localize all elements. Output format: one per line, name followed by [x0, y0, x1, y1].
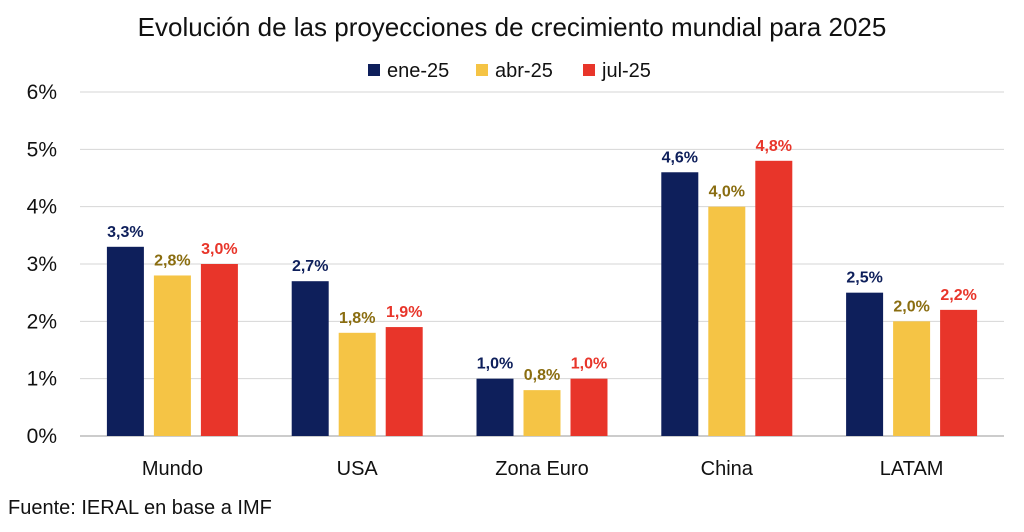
bar — [523, 390, 561, 436]
data-label: 3,0% — [201, 241, 237, 258]
bar — [661, 172, 699, 436]
data-label: 4,0% — [709, 184, 745, 201]
legend-swatch — [476, 64, 488, 76]
source-note: Fuente: IERAL en base a IMF — [8, 497, 272, 519]
data-label: 2,5% — [846, 270, 882, 287]
data-label: 2,2% — [940, 287, 976, 304]
category-label: LATAM — [880, 458, 944, 480]
data-label: 3,3% — [107, 224, 143, 241]
legend-label: abr-25 — [495, 60, 553, 82]
bars — [106, 160, 978, 437]
y-axis-ticks: 0% 1% 2% 3% 4% 5% 6% — [27, 81, 57, 448]
bar — [846, 292, 884, 436]
category-label: Zona Euro — [495, 458, 588, 480]
y-tick-label: 4% — [27, 196, 57, 219]
data-label: 2,8% — [154, 252, 190, 269]
y-tick-label: 5% — [27, 138, 57, 161]
data-label: 2,0% — [893, 298, 929, 315]
bar — [385, 327, 423, 436]
legend: ene-25 abr-25 jul-25 — [368, 60, 651, 82]
bar — [200, 264, 238, 436]
y-tick-label: 6% — [27, 81, 57, 104]
y-tick-label: 2% — [27, 310, 57, 333]
data-labels: 3,3% 2,8% 3,0% 2,7% 1,8% 1,9% 1,0% 0,8% 1,0% 4,6%… — [107, 138, 977, 384]
bar — [708, 206, 746, 436]
data-label: 2,7% — [292, 258, 328, 275]
bar — [338, 332, 376, 436]
bar — [940, 309, 978, 436]
category-label: Mundo — [142, 458, 203, 480]
bar — [893, 321, 931, 436]
legend-label: ene-25 — [387, 60, 449, 82]
legend-swatch — [368, 64, 380, 76]
category-label: China — [701, 458, 754, 480]
data-label: 4,6% — [662, 149, 698, 166]
bar — [570, 378, 608, 436]
y-tick-label: 0% — [27, 425, 57, 448]
x-axis-categories: Mundo USA Zona Euro China LATAM — [142, 458, 944, 480]
data-label: 1,8% — [339, 310, 375, 327]
bar — [106, 246, 144, 436]
data-label: 4,8% — [756, 138, 792, 155]
y-tick-label: 1% — [27, 368, 57, 391]
category-label: USA — [337, 458, 379, 480]
legend-swatch — [583, 64, 595, 76]
bar — [755, 160, 793, 437]
legend-label: jul-25 — [601, 60, 651, 82]
data-label: 0,8% — [524, 367, 560, 384]
data-label: 1,0% — [477, 356, 513, 373]
bar — [291, 281, 329, 436]
data-label: 1,9% — [386, 304, 422, 321]
data-label: 1,0% — [571, 356, 607, 373]
bar — [476, 378, 514, 436]
y-tick-label: 3% — [27, 253, 57, 276]
bar — [153, 275, 191, 436]
chart-title: Evolución de las proyecciones de crecimi… — [137, 12, 887, 42]
